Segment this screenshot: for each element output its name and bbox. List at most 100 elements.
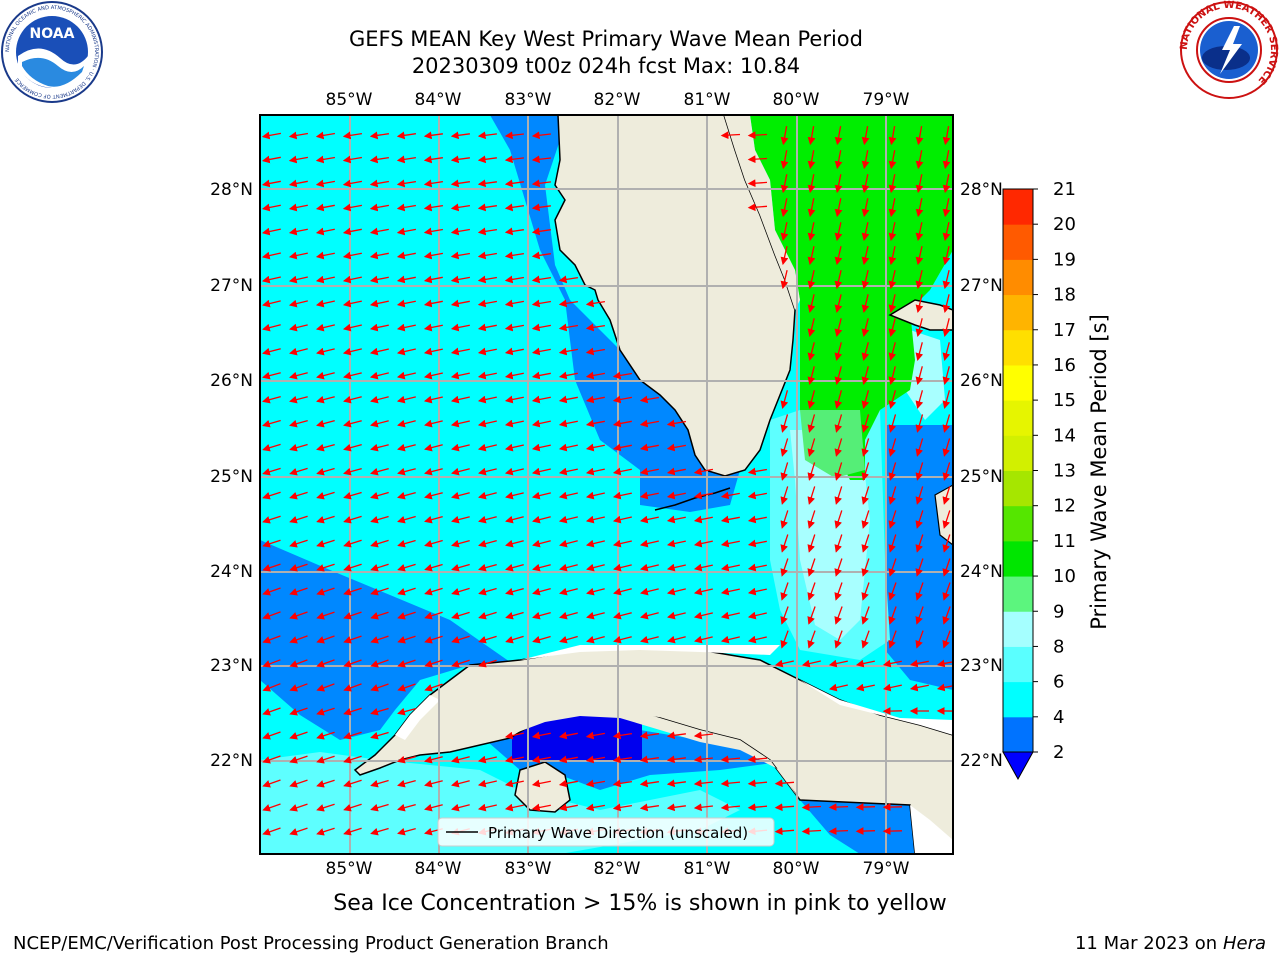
wave-direction-arrow bbox=[807, 534, 816, 553]
wave-direction-arrow bbox=[424, 419, 443, 428]
pale-cyan-bahamas bbox=[905, 330, 945, 420]
wave-direction-arrow bbox=[694, 635, 713, 644]
wave-direction-arrow bbox=[370, 779, 389, 788]
wave-direction-arrow bbox=[861, 366, 870, 385]
wave-direction-arrow bbox=[807, 294, 816, 313]
wave-direction-arrow bbox=[888, 174, 897, 194]
wave-direction-arrow bbox=[639, 539, 659, 548]
wave-direction-arrow bbox=[369, 203, 390, 212]
colorbar-tick-label: 19 bbox=[1053, 249, 1076, 270]
wave-direction-arrow bbox=[477, 419, 497, 428]
wave-direction-arrow bbox=[451, 803, 470, 812]
wave-direction-arrow bbox=[343, 515, 362, 524]
wave-direction-arrow bbox=[396, 299, 416, 308]
footer-date: 11 Mar 2023 on Hera bbox=[1075, 933, 1266, 954]
wave-direction-arrow bbox=[585, 731, 606, 740]
lat-label-right: 23°N bbox=[960, 656, 1003, 676]
wave-direction-arrow bbox=[612, 443, 632, 452]
wave-direction-arrow bbox=[315, 251, 335, 260]
wave-direction-arrow bbox=[942, 534, 951, 553]
wave-direction-arrow bbox=[586, 587, 605, 596]
lon-label-bottom: 81°W bbox=[684, 859, 731, 879]
wave-direction-arrow bbox=[342, 251, 362, 260]
chart-title: GEFS MEAN Key West Primary Wave Mean Per… bbox=[349, 27, 863, 51]
wave-direction-arrow bbox=[585, 443, 605, 452]
wave-direction-arrow bbox=[369, 251, 389, 260]
wave-direction-arrow bbox=[585, 803, 606, 812]
wave-direction-arrow bbox=[478, 467, 497, 476]
wave-direction-arrow bbox=[888, 534, 897, 553]
wave-direction-arrow bbox=[396, 251, 416, 260]
wave-direction-arrow bbox=[666, 443, 687, 452]
lon-label-top: 85°W bbox=[326, 90, 373, 110]
wave-direction-arrow bbox=[909, 683, 929, 692]
wave-direction-arrow bbox=[612, 803, 633, 812]
wave-direction-arrow bbox=[370, 491, 389, 500]
wave-direction-arrow bbox=[747, 203, 768, 212]
wave-direction-arrow bbox=[747, 587, 767, 596]
wave-direction-arrow bbox=[558, 347, 579, 356]
lon-label-top: 79°W bbox=[863, 90, 910, 110]
wave-direction-arrow bbox=[834, 630, 843, 649]
wave-direction-arrow bbox=[315, 155, 336, 164]
wave-direction-arrow bbox=[450, 299, 470, 308]
wave-direction-arrow bbox=[666, 467, 686, 476]
wave-direction-arrow bbox=[585, 755, 606, 764]
wave-direction-arrow bbox=[316, 803, 335, 812]
wave-direction-arrow bbox=[558, 299, 579, 308]
wave-direction-arrow bbox=[807, 582, 816, 601]
lon-label-top: 81°W bbox=[684, 90, 731, 110]
graticule bbox=[260, 115, 953, 854]
wave-direction-arrow bbox=[942, 510, 951, 529]
wave-direction-arrow bbox=[861, 462, 870, 481]
wave-direction-arrow bbox=[450, 419, 470, 428]
wave-direction-arrow bbox=[424, 587, 443, 596]
wave-direction-arrow bbox=[289, 323, 308, 332]
wave-direction-arrow bbox=[774, 779, 795, 788]
wave-direction-arrow bbox=[504, 131, 524, 140]
wave-direction-arrow bbox=[478, 635, 497, 644]
wave-direction-arrow bbox=[666, 539, 686, 548]
wave-direction-arrow bbox=[504, 755, 524, 764]
wave-direction-arrow bbox=[861, 125, 870, 146]
wave-direction-arrow bbox=[855, 803, 876, 811]
wave-direction-arrow bbox=[585, 467, 605, 476]
wave-direction-arrow bbox=[532, 563, 551, 572]
wave-direction-arrow bbox=[369, 299, 389, 308]
wave-direction-arrow bbox=[861, 486, 870, 505]
wave-direction-arrow bbox=[262, 563, 281, 572]
wave-direction-arrow bbox=[288, 179, 308, 188]
wave-direction-arrow bbox=[261, 275, 281, 284]
wave-direction-arrow bbox=[639, 563, 659, 572]
wave-direction-arrow bbox=[531, 227, 551, 236]
wave-direction-arrow bbox=[504, 467, 524, 476]
wave-direction-arrow bbox=[424, 467, 443, 476]
wave-direction-arrow bbox=[693, 755, 713, 764]
wave-direction-arrow bbox=[289, 707, 308, 716]
wave-direction-arrow bbox=[558, 515, 578, 524]
wave-direction-arrow bbox=[888, 630, 897, 649]
wave-direction-arrow bbox=[532, 635, 551, 644]
lon-labels-top: 85°W 84°W 83°W 82°W 81°W 80°W 79°W bbox=[326, 90, 910, 110]
wave-direction-arrow bbox=[807, 414, 816, 433]
wave-direction-arrow bbox=[424, 659, 443, 668]
wave-direction-arrow bbox=[882, 659, 902, 668]
wave-direction-arrow bbox=[915, 150, 924, 170]
wave-direction-arrow bbox=[477, 227, 498, 236]
wave-direction-arrow bbox=[370, 827, 389, 836]
wave-direction-arrow bbox=[396, 179, 417, 188]
wave-direction-arrow bbox=[861, 606, 870, 625]
wave-direction-arrow bbox=[289, 779, 308, 788]
wave-direction-arrow bbox=[532, 611, 551, 620]
wave-direction-arrow bbox=[834, 606, 843, 625]
wave-direction-arrow bbox=[915, 630, 924, 649]
wave-direction-arrow bbox=[504, 203, 524, 212]
wave-direction-arrow bbox=[531, 347, 551, 356]
lat-label-right: 26°N bbox=[960, 371, 1003, 391]
wave-direction-arrow bbox=[289, 371, 308, 380]
wave-direction-arrow bbox=[720, 539, 740, 548]
wave-direction-arrow bbox=[828, 803, 849, 812]
wave-direction-arrow bbox=[397, 491, 416, 500]
colorbar-extend-triangle bbox=[1002, 751, 1034, 781]
wave-direction-arrow bbox=[559, 635, 578, 644]
